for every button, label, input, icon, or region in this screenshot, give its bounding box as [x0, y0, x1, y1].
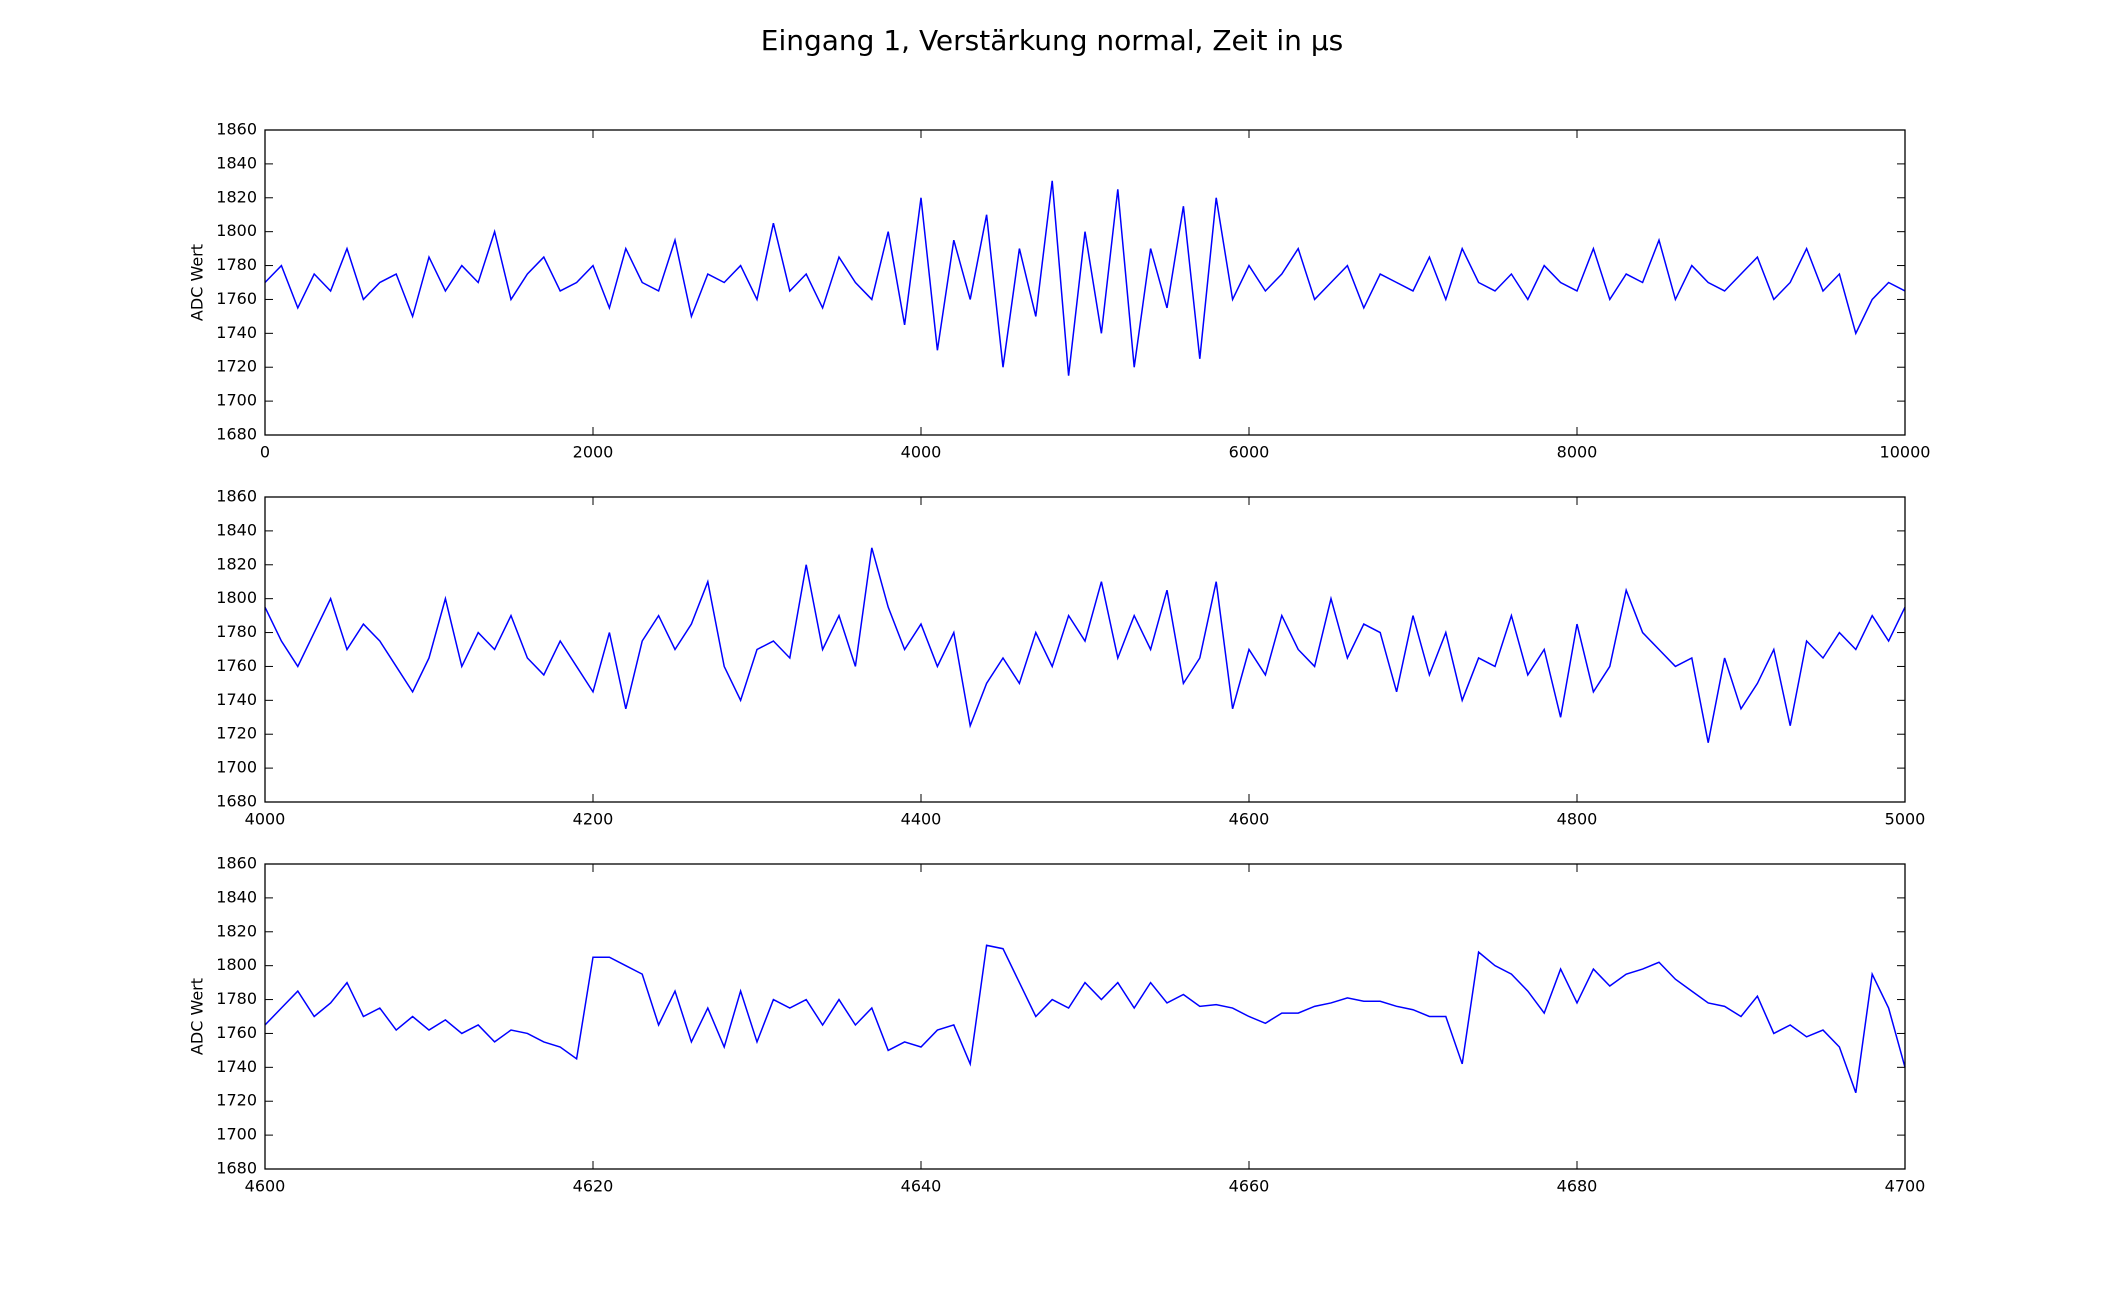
x-tick-label: 4000	[245, 810, 286, 829]
y-tick-label: 1820	[216, 554, 257, 573]
axes-frame	[264, 863, 1906, 1170]
figure-title: Eingang 1, Verstärkung normal, Zeit in μ…	[761, 24, 1343, 57]
y-tick-label: 1840	[216, 887, 257, 906]
y-tick-label: 1680	[216, 1159, 257, 1178]
y-tick-label: 1840	[216, 520, 257, 539]
y-tick-label: 1780	[216, 622, 257, 641]
y-tick-label: 1800	[216, 955, 257, 974]
y-tick-label: 1760	[216, 289, 257, 308]
y-tick-label: 1820	[216, 921, 257, 940]
y-tick-label: 1760	[216, 1023, 257, 1042]
y-tick-label: 1760	[216, 656, 257, 675]
y-tick-label: 1780	[216, 255, 257, 274]
y-tick-label: 1800	[216, 588, 257, 607]
data-line	[264, 180, 1906, 376]
y-tick-label: 1840	[216, 153, 257, 172]
y-tick-label: 1800	[216, 221, 257, 240]
x-tick-label: 4620	[573, 1177, 614, 1196]
axes-frame	[264, 496, 1906, 803]
y-tick-label: 1700	[216, 758, 257, 777]
y-tick-label: 1680	[216, 425, 257, 444]
x-tick-label: 6000	[1229, 443, 1270, 462]
y-tick-label: 1740	[216, 323, 257, 342]
x-tick-label: 5000	[1885, 810, 1926, 829]
x-tick-label: 4800	[1557, 810, 1598, 829]
y-tick-label: 1720	[216, 1091, 257, 1110]
y-tick-label: 1740	[216, 690, 257, 709]
y-tick-label: 1700	[216, 1125, 257, 1144]
axes-frame	[264, 129, 1906, 436]
y-tick-label: 1820	[216, 187, 257, 206]
x-tick-label: 4680	[1557, 1177, 1598, 1196]
y-tick-label: 1740	[216, 1057, 257, 1076]
x-tick-label: 4000	[901, 443, 942, 462]
x-tick-label: 4400	[901, 810, 942, 829]
x-tick-label: 4640	[901, 1177, 942, 1196]
x-tick-label: 4200	[573, 810, 614, 829]
x-tick-label: 4600	[1229, 810, 1270, 829]
data-line	[264, 944, 1906, 1094]
y-tick-label: 1720	[216, 357, 257, 376]
x-tick-label: 4660	[1229, 1177, 1270, 1196]
x-tick-label: 0	[260, 443, 270, 462]
y-tick-label: 1860	[216, 487, 257, 506]
y-tick-label: 1720	[216, 724, 257, 743]
x-tick-label: 8000	[1557, 443, 1598, 462]
y-tick-label: 1860	[216, 854, 257, 873]
x-tick-label: 2000	[573, 443, 614, 462]
x-tick-label: 10000	[1880, 443, 1931, 462]
data-line	[264, 547, 1906, 743]
y-axis-label: ADC Wert	[188, 244, 207, 321]
y-tick-label: 1780	[216, 989, 257, 1008]
x-tick-label: 4600	[245, 1177, 286, 1196]
y-tick-label: 1860	[216, 120, 257, 139]
y-tick-label: 1700	[216, 391, 257, 410]
x-tick-label: 4700	[1885, 1177, 1926, 1196]
y-tick-label: 1680	[216, 792, 257, 811]
y-axis-label: ADC Wert	[188, 978, 207, 1055]
